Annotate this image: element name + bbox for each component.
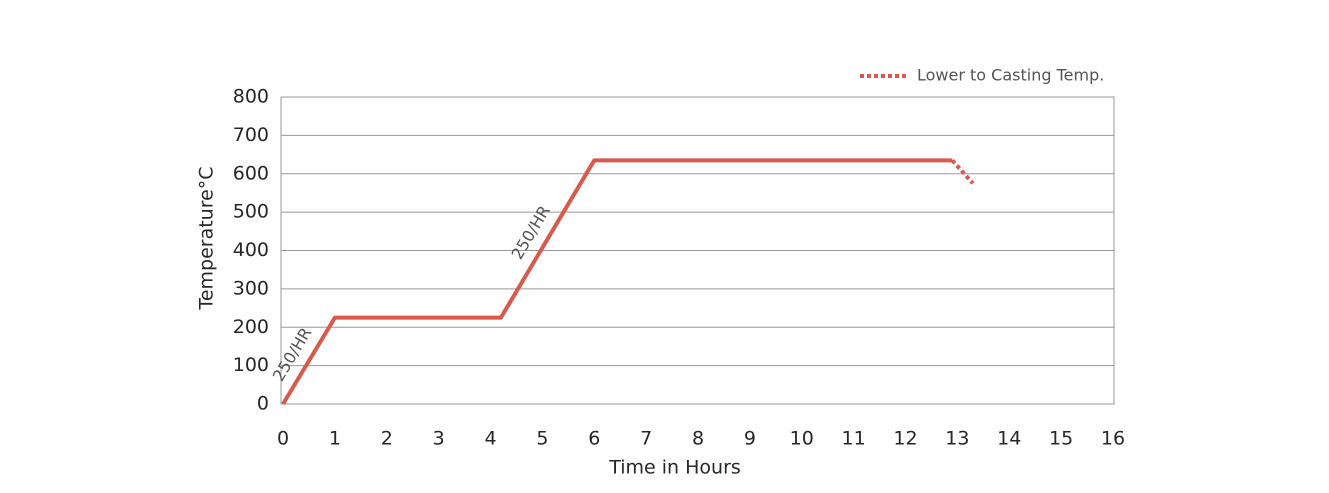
x-tick-label: 6 bbox=[588, 428, 600, 450]
y-axis-label: Temperature°C bbox=[196, 166, 218, 310]
x-tick-label: 5 bbox=[536, 428, 548, 450]
x-tick-label: 1 bbox=[329, 428, 341, 450]
x-tick-label: 13 bbox=[945, 428, 969, 450]
x-tick-label: 12 bbox=[893, 428, 917, 450]
x-tick-label: 15 bbox=[1049, 428, 1073, 450]
y-tick-label: 0 bbox=[257, 393, 269, 415]
y-tick-label: 200 bbox=[233, 316, 269, 338]
x-tick-label: 16 bbox=[1101, 428, 1125, 450]
y-tick-label: 500 bbox=[233, 201, 269, 223]
y-tick-label: 600 bbox=[233, 162, 269, 184]
x-tick-label: 2 bbox=[381, 428, 393, 450]
x-tick-label: 10 bbox=[790, 428, 814, 450]
x-axis-label: Time in Hours bbox=[608, 457, 741, 479]
y-tick-label: 300 bbox=[233, 277, 269, 299]
x-tick-label: 7 bbox=[640, 428, 652, 450]
x-tick-label: 0 bbox=[277, 428, 289, 450]
x-tick-label: 3 bbox=[433, 428, 445, 450]
legend-label: Lower to Casting Temp. bbox=[917, 66, 1104, 85]
x-tick-label: 8 bbox=[692, 428, 704, 450]
x-tick-label: 14 bbox=[997, 428, 1021, 450]
annotation: 250/HR bbox=[507, 202, 553, 263]
y-tick-label: 100 bbox=[233, 354, 269, 376]
x-tick-label: 9 bbox=[744, 428, 756, 450]
y-tick-label: 400 bbox=[233, 239, 269, 261]
y-tick-label: 800 bbox=[233, 86, 269, 108]
data-line bbox=[950, 158, 975, 185]
data-line bbox=[281, 158, 953, 406]
x-tick-label: 11 bbox=[842, 428, 866, 450]
annotation: 250/HR bbox=[269, 324, 316, 384]
x-tick-label: 4 bbox=[484, 428, 496, 450]
y-tick-label: 700 bbox=[233, 124, 269, 146]
